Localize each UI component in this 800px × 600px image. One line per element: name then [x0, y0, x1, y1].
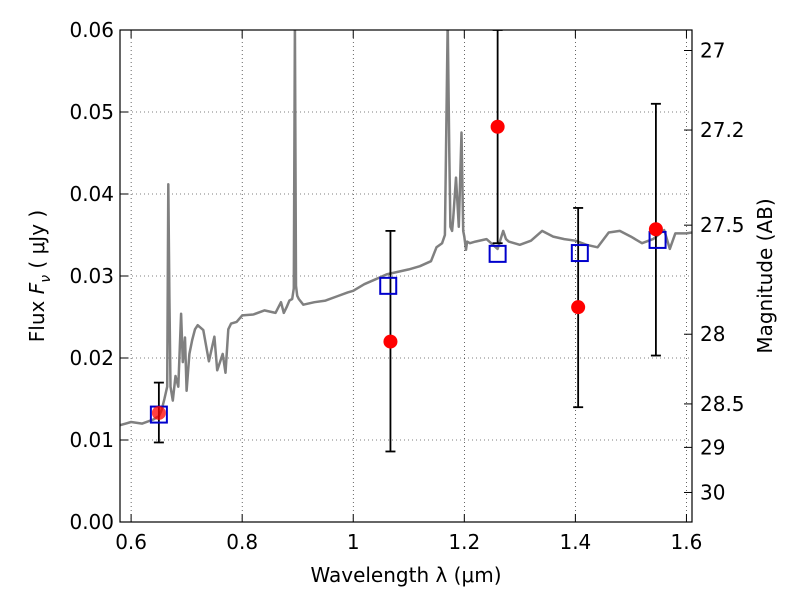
model-point: [379, 276, 398, 295]
y-tick-label: 0.01: [69, 428, 114, 452]
x-axis-title: Wavelength λ (μm): [310, 563, 501, 587]
x-tick-label: 0.6: [115, 530, 147, 554]
y-axis-title-prefix: Flux: [25, 294, 49, 342]
plot-frame: [119, 29, 693, 523]
observed-point: [648, 222, 663, 237]
spectrum-layer: [120, 30, 692, 427]
y-tick-label: 0.03: [69, 264, 114, 288]
x-tick-label: 0.8: [226, 530, 258, 554]
x-tick-label: 1.4: [559, 530, 591, 554]
model-point: [488, 244, 507, 263]
grid: [120, 29, 692, 523]
y-axis-title-suffix: ( μJy ): [25, 210, 49, 275]
y2-tick-label: 27: [700, 39, 725, 63]
y2-tick-label: 27.5: [700, 213, 745, 237]
y2-tick-label: 28.5: [700, 392, 745, 416]
y-tick-label: 0.05: [69, 100, 114, 124]
y-axis-title-symbol: F: [25, 282, 49, 294]
model-point: [570, 244, 589, 263]
y-tick-label: 0.06: [69, 18, 114, 42]
y2-axis-title: Magnitude (AB): [753, 198, 777, 353]
y2-tick-label: 30: [700, 480, 725, 504]
y-axis-title: Flux Fν ( μJy ): [25, 210, 54, 342]
observed-layer: [151, 119, 663, 420]
y2-tick-label: 27.2: [700, 118, 745, 142]
y-tick-label: 0.04: [69, 182, 114, 206]
y-tick-label: 0.00: [69, 510, 114, 534]
y-tick-label: 0.02: [69, 346, 114, 370]
observed-point: [571, 300, 586, 315]
x-tick-label: 1.6: [671, 530, 703, 554]
x-tick-label: 1.2: [448, 530, 480, 554]
observed-point: [383, 334, 398, 349]
errorbar-layer: [153, 30, 661, 453]
spectrum-line: [120, 30, 692, 427]
y-ticks: 0.00 0.01 0.02 0.03 0.04 0.05 0.06: [69, 18, 128, 534]
observed-point: [490, 119, 505, 134]
observed-point: [151, 405, 166, 420]
x-tick-label: 1: [347, 530, 360, 554]
y2-tick-label: 29: [700, 435, 725, 459]
y2-tick-label: 28: [700, 322, 725, 346]
model-layer: [149, 230, 667, 424]
y-axis-title-subscript: ν: [38, 275, 54, 283]
x-ticks: 0.6 0.8 1 1.2 1.4 1.6: [115, 30, 702, 554]
y2-ticks: 27 27.2 27.5 28 28.5 29 30: [684, 39, 745, 504]
